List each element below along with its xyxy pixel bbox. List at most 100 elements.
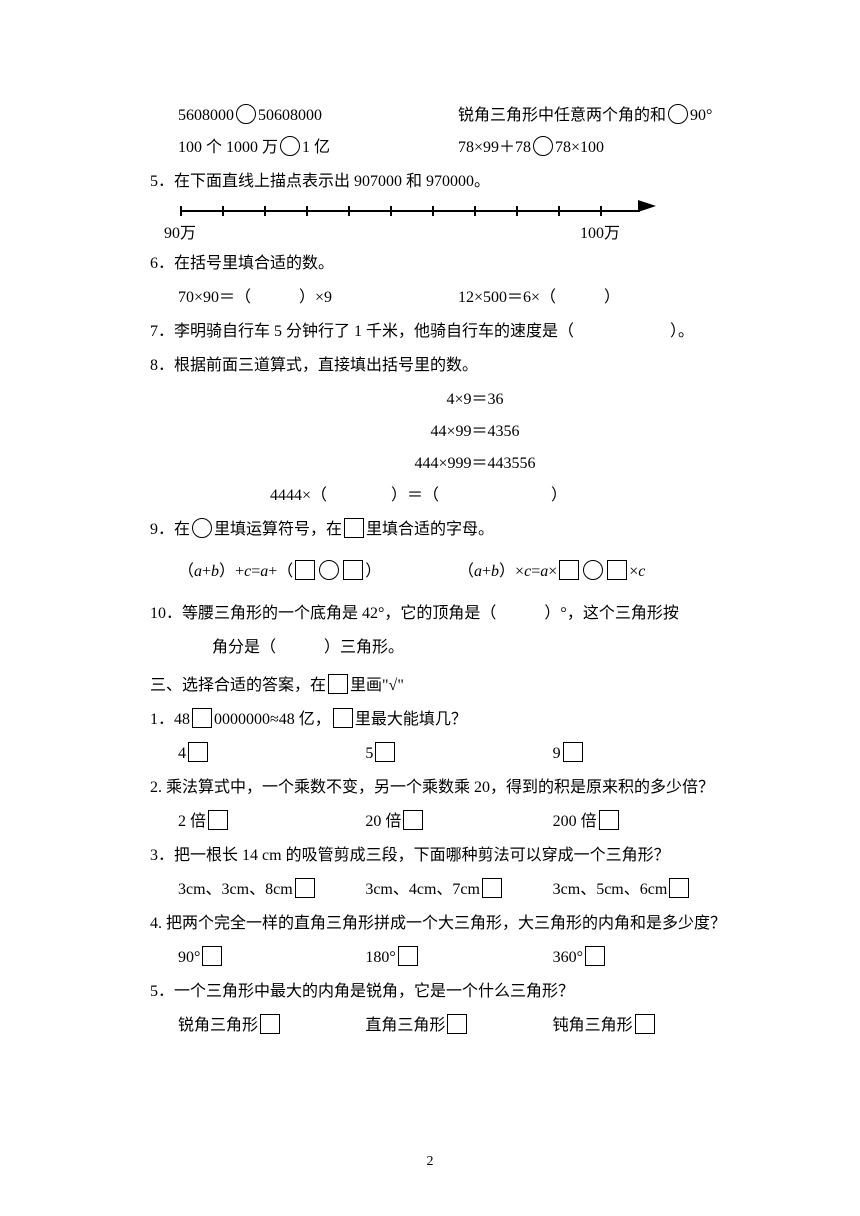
opt-label: 9 [553, 745, 561, 762]
q4-r1b-right: 90° [690, 107, 712, 124]
digit-square[interactable] [192, 708, 212, 728]
tick [474, 206, 476, 216]
q8-eq4: 4444×（ ）＝（ ） [150, 480, 740, 512]
q4-row1: 5608000 50608000 锐角三角形中任意两个角的和 90° [150, 100, 740, 132]
answer-circle[interactable] [319, 560, 339, 580]
tick [516, 206, 518, 216]
s3q2-label: 2. [150, 779, 166, 796]
s3q2: 2. 乘法算式中，一个乘数不变，另一个乘数乘 20，得到的积是原来积的多少倍？ [150, 772, 740, 804]
q4-r1a-left: 5608000 [178, 107, 234, 124]
nl-left-label: 90万 [164, 218, 196, 250]
plus3: + [482, 563, 491, 580]
checkbox-square[interactable] [260, 1014, 280, 1034]
square-placeholder-icon [328, 674, 348, 694]
s3q1-c: 里最大能填几？ [355, 711, 467, 728]
opt: 5 [365, 738, 552, 770]
s3q4-opts: 90° 180° 360° [150, 942, 740, 974]
s3q1-b: 0000000≈48 亿， [214, 711, 331, 728]
s3q1-label: 1． [150, 711, 174, 728]
q4-r2b-right: 78×100 [555, 139, 604, 156]
checkbox-square[interactable] [375, 742, 395, 762]
q7: 7．李明骑自行车 5 分钟行了 1 千米，他骑自行车的速度是（ ）。 [150, 316, 740, 348]
opt: 180° [365, 942, 552, 974]
q5: 5．在下面直线上描点表示出 907000 和 970000。 [150, 166, 740, 198]
s3q1: 1．48 0000000≈48 亿， 里最大能填几？ [150, 704, 740, 736]
opt-label: 20 倍 [365, 813, 401, 830]
s3q3: 3．把一根长 14 cm 的吸管剪成三段，下面哪种剪法可以穿成一个三角形？ [150, 840, 740, 872]
opt: 钝角三角形 [553, 1010, 740, 1042]
checkbox-square[interactable] [202, 946, 222, 966]
eq-sign2: = [531, 563, 540, 580]
mult-c: ）× [499, 563, 524, 580]
q8-eq2: 44×99＝4356 [150, 416, 740, 448]
plus-open: +（ [268, 563, 293, 580]
s3q3-text: 把一根长 14 cm 的吸管剪成三段，下面哪种剪法可以穿成一个三角形？ [174, 847, 670, 864]
s3q1-a: 48 [174, 711, 190, 728]
close-paren: ） [365, 563, 381, 580]
compare-circle[interactable] [280, 136, 300, 156]
q10-label: 10． [150, 605, 182, 622]
q4-r2a-left: 100 个 1000 万 [178, 139, 278, 156]
answer-square[interactable] [295, 560, 315, 580]
opt-label: 3cm、4cm、7cm [365, 881, 480, 898]
arrow-icon [638, 200, 656, 212]
q10-text2: 角分是（ ）三角形。 [212, 639, 404, 656]
answer-square[interactable] [343, 560, 363, 580]
tick [348, 206, 350, 216]
mult1: × [548, 563, 557, 580]
q5-text: 在下面直线上描点表示出 907000 和 970000。 [174, 173, 490, 190]
checkbox-square[interactable] [585, 946, 605, 966]
answer-square[interactable] [607, 560, 627, 580]
checkbox-square[interactable] [563, 742, 583, 762]
s3q3-opts: 3cm、3cm、8cm 3cm、4cm、7cm 3cm、5cm、6cm [150, 874, 740, 906]
q4-r1a-right: 50608000 [258, 107, 322, 124]
opt: 4 [178, 738, 365, 770]
nl-right-label: 100万 [580, 218, 620, 250]
checkbox-square[interactable] [208, 810, 228, 830]
opt: 360° [553, 942, 740, 974]
opt: 2 倍 [178, 806, 365, 838]
q5-label: 5． [150, 173, 174, 190]
tick [306, 206, 308, 216]
q9: 9．在里填运算符号，在里填合适的字母。 [150, 514, 740, 546]
checkbox-square[interactable] [398, 946, 418, 966]
plus2: + [235, 563, 244, 580]
answer-square[interactable] [559, 560, 579, 580]
opt-label: 3cm、5cm、6cm [553, 881, 668, 898]
checkbox-square[interactable] [635, 1014, 655, 1034]
opt-label: 360° [553, 949, 583, 966]
q7-text: 李明骑自行车 5 分钟行了 1 千米，他骑自行车的速度是（ ）。 [174, 323, 694, 340]
opt-label: 180° [365, 949, 395, 966]
compare-circle[interactable] [668, 104, 688, 124]
s3q5-text: 一个三角形中最大的内角是锐角，它是一个什么三角形？ [174, 983, 574, 1000]
s3q4: 4. 把两个完全一样的直角三角形拼成一个大三角形，大三角形的内角和是多少度？ [150, 908, 740, 940]
q6-b: 12×500＝6×（ ） [458, 282, 740, 314]
checkbox-square[interactable] [295, 878, 315, 898]
compare-circle[interactable] [533, 136, 553, 156]
s3q2-opts: 2 倍 20 倍 200 倍 [150, 806, 740, 838]
q9-c: 里填合适的字母。 [366, 521, 494, 538]
q9-b: 里填运算符号，在 [214, 521, 342, 538]
opt-label: 3cm、3cm、8cm [178, 881, 293, 898]
checkbox-square[interactable] [403, 810, 423, 830]
tick [180, 206, 182, 216]
answer-circle[interactable] [583, 560, 603, 580]
compare-circle[interactable] [236, 104, 256, 124]
checkbox-square[interactable] [447, 1014, 467, 1034]
math-worksheet-page: 5608000 50608000 锐角三角形中任意两个角的和 90° 100 个 1… [0, 0, 860, 1042]
s3q4-label: 4. [150, 915, 166, 932]
s3q5-label: 5． [150, 983, 174, 1000]
q4-r2-right: 78×99＋7878×100 [458, 132, 740, 164]
checkbox-square[interactable] [599, 810, 619, 830]
q4-r1b: 锐角三角形中任意两个角的和 [458, 107, 666, 124]
opt-label: 直角三角形 [365, 1017, 445, 1034]
checkbox-square[interactable] [669, 878, 689, 898]
q7-label: 7． [150, 323, 174, 340]
checkbox-square[interactable] [482, 878, 502, 898]
opt-label: 200 倍 [553, 813, 597, 830]
number-line[interactable]: 90万 100万 [150, 202, 700, 242]
q9-equations: （a+b）+c=a+（） （a+b）×c=a××c [150, 556, 740, 588]
eq-sign: = [251, 563, 260, 580]
checkbox-square[interactable] [188, 742, 208, 762]
q8: 8．根据前面三道算式，直接填出括号里的数。 [150, 350, 740, 382]
